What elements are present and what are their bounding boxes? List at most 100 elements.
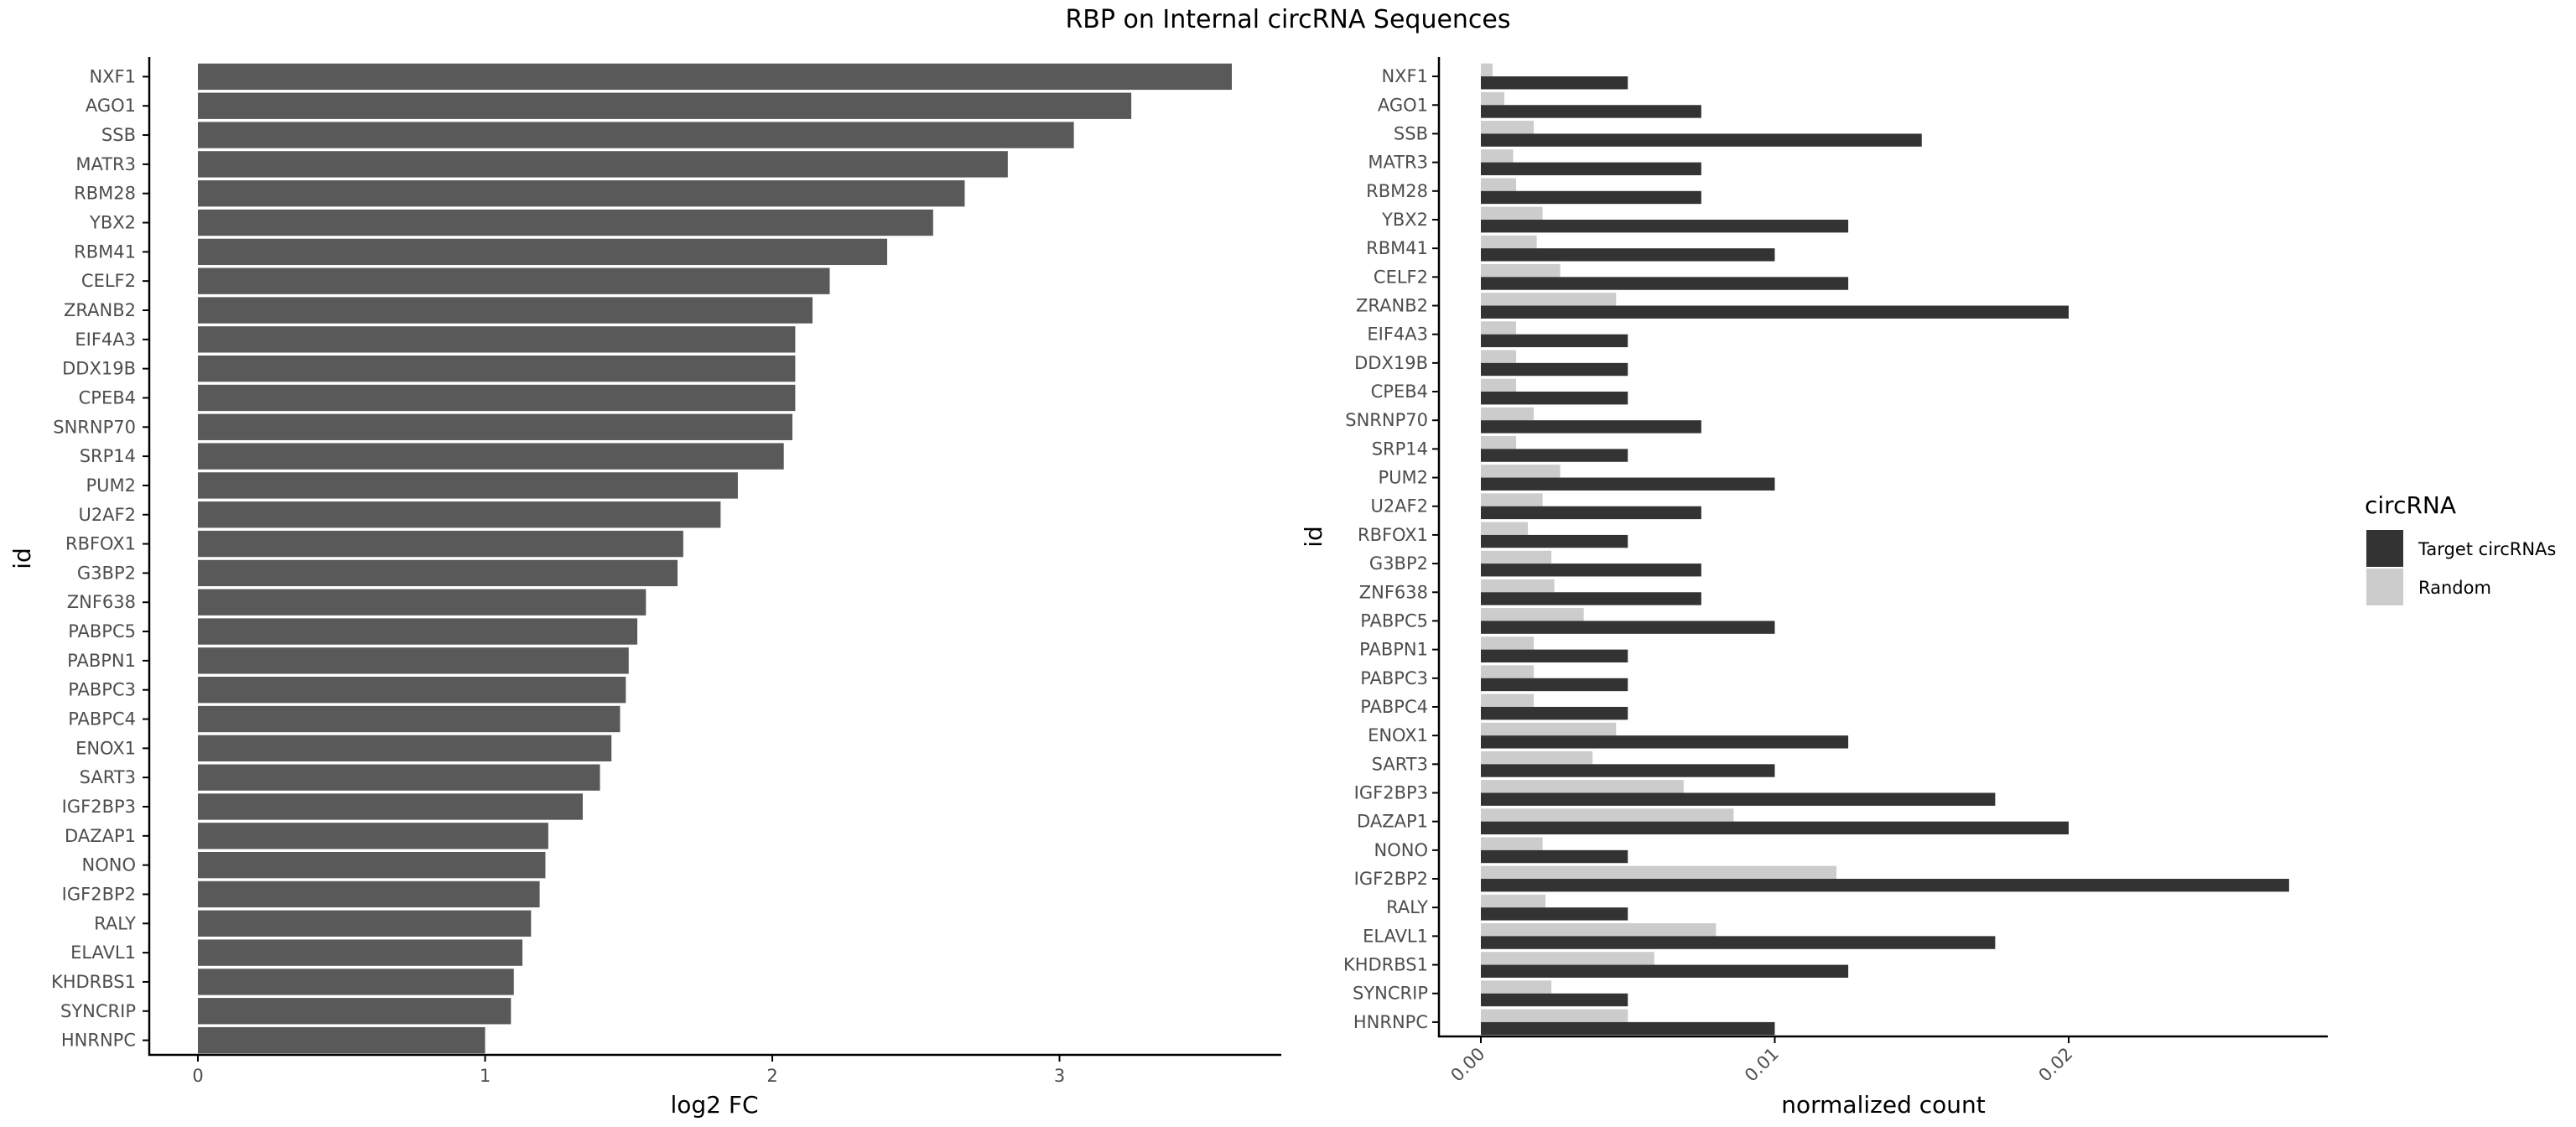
right-grouped-bar-chart: NXF1 AGO1 SSB MATR3 RBM28 YBX2 RBM41 CELF2 ZRANB… xyxy=(1300,57,2328,1119)
left-bar xyxy=(198,267,830,294)
right-y-tick-label: PUM2 xyxy=(1378,468,1428,488)
right-y-tick-label: AGO1 xyxy=(1378,95,1428,115)
left-bar xyxy=(198,939,523,966)
right-x-tick-label: 0.01 xyxy=(1741,1044,1783,1086)
left-bar xyxy=(198,443,784,470)
right-y-tick-label: YBX2 xyxy=(1381,210,1428,230)
target-bar xyxy=(1481,993,1628,1007)
right-y-tick-label: KHDRBS1 xyxy=(1343,955,1428,975)
right-y-tick-label: RBFOX1 xyxy=(1358,525,1428,545)
right-y-tick-label: SSB xyxy=(1394,123,1428,143)
random-bar xyxy=(1481,91,1505,106)
random-bar xyxy=(1481,780,1684,793)
left-bar xyxy=(198,735,612,762)
left-bar xyxy=(198,530,683,558)
left-y-tick-label: PABPC5 xyxy=(68,621,136,641)
target-bar xyxy=(1481,477,1775,491)
left-bar-chart: NXF1 AGO1 SSB MATR3 RBM28 YBX2 RBM41 CELF2 ZRANB… xyxy=(8,57,1281,1119)
left-y-tick-label: SYNCRIP xyxy=(60,1001,136,1021)
right-y-tick-label: NXF1 xyxy=(1381,66,1428,86)
target-bar xyxy=(1481,792,1996,806)
right-y-tick-label: ENOX1 xyxy=(1368,725,1428,745)
left-bar xyxy=(198,969,514,995)
left-bar xyxy=(198,851,546,879)
random-bar xyxy=(1481,550,1552,564)
right-y-tick-label: EIF4A3 xyxy=(1367,325,1428,345)
random-bar xyxy=(1481,321,1517,335)
target-bar xyxy=(1481,334,1628,348)
random-bar xyxy=(1481,293,1617,306)
right-y-tick-label: DAZAP1 xyxy=(1357,812,1428,832)
left-y-tick-label: ZRANB2 xyxy=(64,300,136,320)
right-y-tick-label: ELAVL1 xyxy=(1363,926,1428,946)
left-y-tick-label: NONO xyxy=(82,855,136,875)
target-bar xyxy=(1481,564,1701,577)
left-bar xyxy=(198,63,1232,91)
right-y-tick-label: PABPC4 xyxy=(1360,697,1428,717)
target-bar xyxy=(1481,621,1775,634)
random-bar xyxy=(1481,263,1561,278)
left-bar xyxy=(198,1026,486,1054)
left-bar xyxy=(198,209,933,236)
right-y-tick-label: RALY xyxy=(1386,897,1428,917)
target-bar xyxy=(1481,649,1628,662)
left-y-tick-label: PABPN1 xyxy=(67,651,136,671)
target-bar xyxy=(1481,392,1628,405)
target-bar xyxy=(1481,248,1775,262)
target-bar xyxy=(1481,219,1849,233)
target-bar xyxy=(1481,849,1628,864)
random-bar xyxy=(1481,923,1716,937)
legend-title: circRNA xyxy=(2365,491,2456,519)
right-y-tick-label: SYNCRIP xyxy=(1353,984,1428,1004)
target-bar xyxy=(1481,162,1701,175)
target-bar xyxy=(1481,420,1701,434)
target-bar xyxy=(1481,1021,1775,1036)
left-bar xyxy=(198,297,813,324)
right-y-axis-title: id xyxy=(1300,526,1327,548)
left-bar xyxy=(198,764,600,791)
left-y-tick-label: YBX2 xyxy=(89,213,136,233)
left-bar xyxy=(198,122,1074,148)
random-bar xyxy=(1481,465,1561,478)
left-bar xyxy=(198,355,796,382)
right-y-tick-label: ZRANB2 xyxy=(1356,296,1428,316)
left-y-tick-label: KHDRBS1 xyxy=(51,972,136,992)
left-y-tick-label: PABPC3 xyxy=(68,680,136,700)
left-y-tick-label: CELF2 xyxy=(81,271,136,291)
left-y-tick-label: U2AF2 xyxy=(78,505,136,525)
random-bar xyxy=(1481,608,1584,621)
random-bar xyxy=(1481,750,1593,765)
random-bar xyxy=(1481,952,1654,965)
legend-label-target: Target circRNAs xyxy=(2418,539,2556,559)
random-bar xyxy=(1481,350,1517,363)
random-bar xyxy=(1481,178,1517,191)
left-bar xyxy=(198,910,532,937)
right-y-tick-label: HNRNPC xyxy=(1353,1012,1428,1032)
random-bar xyxy=(1481,436,1517,449)
target-bar xyxy=(1481,592,1701,605)
left-x-tick-label: 3 xyxy=(1054,1066,1065,1086)
target-bar xyxy=(1481,706,1628,720)
random-bar xyxy=(1481,980,1552,994)
legend: circRNA Target circRNAs Random xyxy=(2365,491,2556,605)
right-y-tick-label: G3BP2 xyxy=(1369,553,1428,574)
target-bar xyxy=(1481,449,1628,462)
right-y-tick-label: CPEB4 xyxy=(1371,382,1428,402)
left-y-tick-label: MATR3 xyxy=(75,154,136,174)
right-y-tick-label: IGF2BP2 xyxy=(1354,869,1428,889)
random-bar xyxy=(1481,1009,1628,1022)
right-y-tick-label: SRP14 xyxy=(1372,439,1428,459)
left-bar xyxy=(198,998,512,1025)
left-y-tick-label: SRP14 xyxy=(80,446,136,466)
left-y-axis-title: id xyxy=(8,548,36,569)
left-x-tick-label: 2 xyxy=(766,1066,777,1086)
left-x-axis-title: log2 FC xyxy=(670,1091,758,1119)
left-bar xyxy=(198,618,638,645)
left-y-tick-label: EIF4A3 xyxy=(75,330,136,350)
random-bar xyxy=(1481,206,1543,220)
right-y-tick-label: SART3 xyxy=(1372,754,1428,774)
legend-swatch-random xyxy=(2366,569,2403,605)
random-bar xyxy=(1481,808,1734,822)
left-bar xyxy=(198,559,678,587)
right-y-tick-label: PABPC3 xyxy=(1360,668,1428,688)
